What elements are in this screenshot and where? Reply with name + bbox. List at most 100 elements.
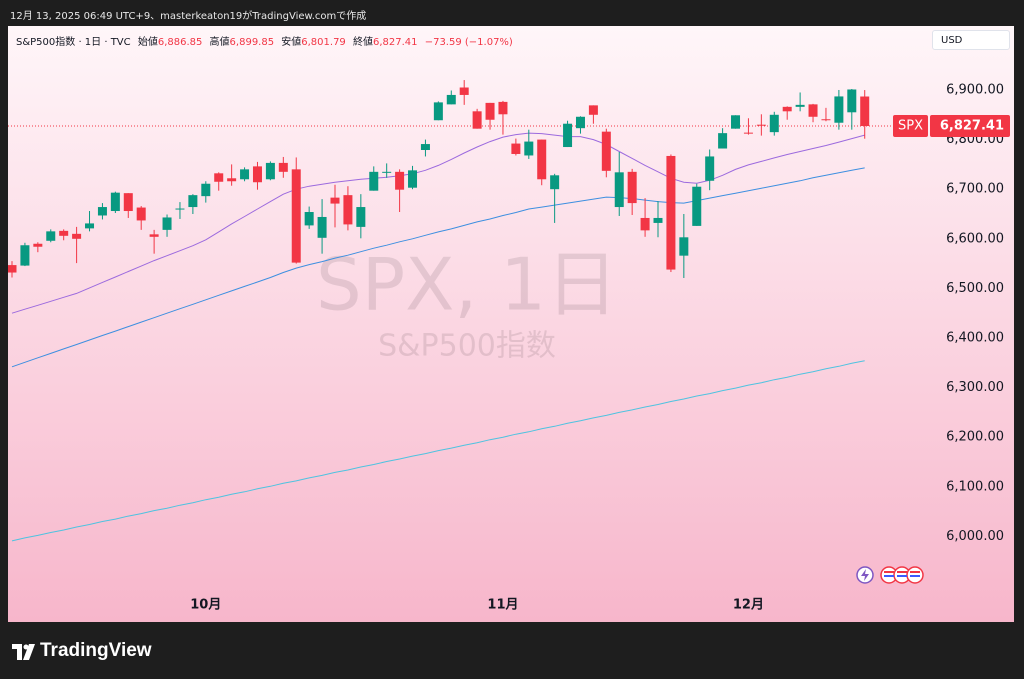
high-value: 6,899.85 [229, 37, 275, 48]
currency-button[interactable]: USD [932, 30, 1010, 50]
low-label: 安値 [281, 37, 302, 48]
x-tick-label: 10月 [190, 598, 221, 613]
candle-body [834, 96, 844, 123]
candle-body [614, 172, 624, 208]
candle-body [59, 230, 69, 236]
watermark: SPX, 1日 [316, 243, 618, 327]
y-tick-label: 6,300.00 [946, 380, 1004, 395]
candle-body [97, 207, 107, 216]
candle-body [485, 102, 495, 120]
candle-body [847, 89, 857, 113]
candle-body [46, 231, 56, 241]
y-tick-label: 6,000.00 [946, 529, 1004, 544]
y-tick-label: 6,400.00 [946, 331, 1004, 346]
candle-body [498, 101, 508, 115]
candle-body [8, 265, 17, 273]
candle-body [537, 139, 547, 180]
candle-body [782, 106, 792, 112]
candle-body [640, 217, 650, 231]
watermark-sub: S&P500指数 [378, 329, 556, 364]
candle-body [408, 170, 418, 188]
candle-body [175, 208, 185, 210]
candle-body [214, 173, 224, 182]
candle-body [550, 175, 560, 190]
candle-body [433, 102, 443, 121]
candle-body [20, 245, 30, 266]
candle-body [356, 207, 366, 227]
y-tick-label: 6,900.00 [946, 82, 1004, 97]
candle-body [446, 94, 456, 105]
candle-body [265, 162, 275, 180]
candle-body [162, 217, 172, 230]
candle-body [304, 212, 314, 226]
x-tick-label: 11月 [487, 598, 518, 613]
candle-body [692, 186, 702, 226]
candle-body [72, 233, 82, 239]
candle-body [601, 131, 611, 171]
high-label: 高値 [209, 37, 230, 48]
close-value: 6,827.41 [372, 37, 418, 48]
candle-body [808, 104, 818, 117]
candle-body [666, 155, 676, 270]
candle-body [563, 123, 573, 148]
candle-body [795, 104, 805, 107]
candle-body [201, 183, 211, 197]
chart-panel [8, 26, 1014, 622]
candle-body [860, 96, 870, 126]
price-tag [930, 114, 1010, 137]
candle-body [705, 156, 715, 181]
candle-body [291, 169, 301, 263]
plot [8, 80, 925, 542]
candle-body [588, 105, 598, 115]
candle-body [85, 223, 95, 229]
candle-body [110, 192, 120, 212]
candle-body [821, 119, 831, 121]
open-value: 6,886.85 [157, 37, 203, 48]
candle-body [653, 217, 663, 223]
candle-body [149, 234, 159, 237]
ma-line [11, 360, 865, 542]
candle-body [33, 243, 43, 247]
candle-body [343, 195, 353, 225]
candle-body [369, 171, 379, 191]
candle-body [679, 237, 689, 256]
y-tick-label: 6,600.00 [946, 231, 1004, 246]
candle-body [227, 178, 237, 182]
symbol-tag-text: SPX [898, 118, 923, 133]
candle-body [240, 169, 250, 180]
ma-line [11, 132, 865, 314]
symbol: S&P500指数 · 1日 · TVC [16, 37, 131, 48]
y-tick-label: 6,700.00 [946, 182, 1004, 197]
candle-body [511, 143, 521, 154]
close-label: 終値 [352, 37, 373, 48]
candle-body [524, 141, 534, 156]
candle-body [395, 171, 405, 190]
logo-icon [12, 644, 35, 660]
candle-body [769, 114, 779, 133]
open-label: 始値 [137, 37, 158, 48]
change-value: −73.59 (−1.07%) [424, 37, 513, 48]
y-tick-label: 6,100.00 [946, 479, 1004, 494]
candle-body [459, 87, 469, 95]
logo-text: TradingView [40, 640, 152, 661]
ma-line [11, 167, 865, 368]
y-tick-label: 6,200.00 [946, 430, 1004, 445]
candle-body [278, 162, 288, 172]
candle-body [743, 132, 753, 134]
candle-body [317, 216, 327, 238]
candle-body [575, 116, 585, 129]
candle-body [420, 144, 430, 151]
candle-body [472, 111, 482, 129]
header: 12月 13, 2025 06:49 UTC+9、masterkeaton19が… [10, 11, 367, 22]
event-icons [856, 566, 924, 584]
candle-body [627, 171, 637, 204]
candle-body [718, 133, 728, 149]
symbol-tag [893, 114, 928, 137]
y-tick-label: 6,500.00 [946, 281, 1004, 296]
candle-body [252, 166, 262, 183]
candle-body [136, 207, 146, 221]
x-tick-label: 12月 [733, 598, 764, 613]
candle-body [382, 171, 392, 173]
